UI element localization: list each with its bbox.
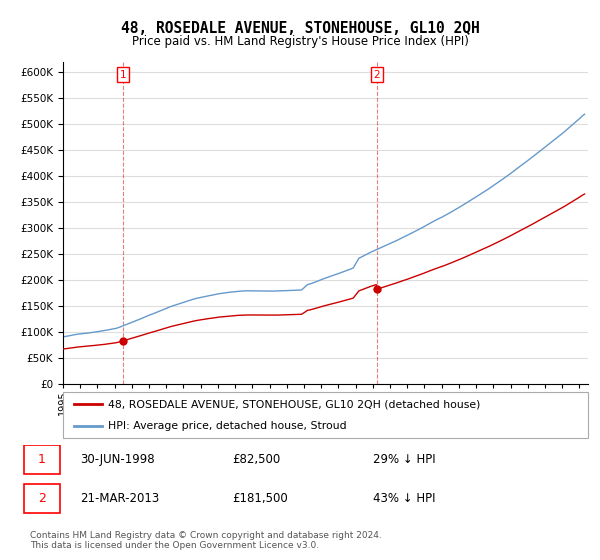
Text: 21-MAR-2013: 21-MAR-2013 bbox=[80, 492, 159, 505]
Text: 1: 1 bbox=[120, 69, 127, 80]
Text: 30-JUN-1998: 30-JUN-1998 bbox=[80, 453, 155, 466]
Text: 1: 1 bbox=[38, 453, 46, 466]
Text: 2: 2 bbox=[38, 492, 46, 505]
Text: 48, ROSEDALE AVENUE, STONEHOUSE, GL10 2QH: 48, ROSEDALE AVENUE, STONEHOUSE, GL10 2Q… bbox=[121, 21, 479, 36]
Text: £82,500: £82,500 bbox=[232, 453, 281, 466]
FancyBboxPatch shape bbox=[23, 445, 60, 474]
FancyBboxPatch shape bbox=[23, 484, 60, 513]
Text: 2: 2 bbox=[373, 69, 380, 80]
Text: HPI: Average price, detached house, Stroud: HPI: Average price, detached house, Stro… bbox=[107, 421, 346, 431]
Text: £181,500: £181,500 bbox=[232, 492, 288, 505]
Text: 29% ↓ HPI: 29% ↓ HPI bbox=[373, 453, 436, 466]
Text: 48, ROSEDALE AVENUE, STONEHOUSE, GL10 2QH (detached house): 48, ROSEDALE AVENUE, STONEHOUSE, GL10 2Q… bbox=[107, 399, 480, 409]
Text: Contains HM Land Registry data © Crown copyright and database right 2024.
This d: Contains HM Land Registry data © Crown c… bbox=[30, 531, 382, 550]
Text: Price paid vs. HM Land Registry's House Price Index (HPI): Price paid vs. HM Land Registry's House … bbox=[131, 35, 469, 48]
Text: 43% ↓ HPI: 43% ↓ HPI bbox=[373, 492, 436, 505]
FancyBboxPatch shape bbox=[63, 392, 588, 438]
